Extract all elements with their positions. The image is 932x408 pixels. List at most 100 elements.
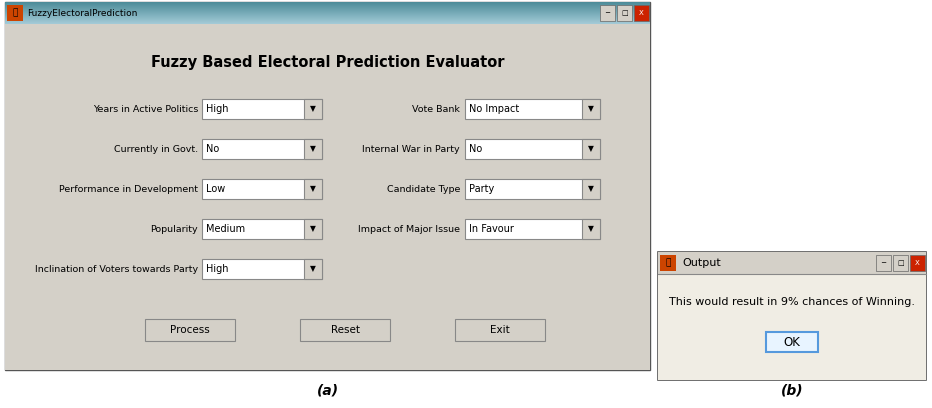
Text: In Favour: In Favour <box>469 224 514 234</box>
Bar <box>658 266 926 267</box>
Text: ▼: ▼ <box>588 184 594 193</box>
Text: ▼: ▼ <box>588 224 594 233</box>
Text: Internal War in Party: Internal War in Party <box>363 144 460 153</box>
Bar <box>304 139 322 159</box>
Bar <box>658 270 926 271</box>
Bar <box>465 99 600 119</box>
Text: Process: Process <box>171 325 210 335</box>
Text: 🔥: 🔥 <box>12 9 18 18</box>
Bar <box>202 99 322 119</box>
Bar <box>5 11 650 12</box>
Bar <box>202 219 322 239</box>
Text: This would result in 9% chances of Winning.: This would result in 9% chances of Winni… <box>669 297 915 307</box>
Bar <box>658 258 926 259</box>
Bar <box>660 255 676 271</box>
Bar <box>582 99 600 119</box>
Bar <box>5 21 650 22</box>
Bar <box>658 271 926 272</box>
Bar <box>658 261 926 262</box>
Bar <box>465 139 600 159</box>
Bar <box>658 253 926 254</box>
Bar <box>658 257 926 258</box>
Bar <box>5 7 650 8</box>
Text: Performance in Development: Performance in Development <box>59 184 198 193</box>
Bar <box>658 254 926 255</box>
Bar <box>5 10 650 11</box>
Bar <box>145 319 235 341</box>
Text: Medium: Medium <box>206 224 245 234</box>
Bar <box>5 18 650 19</box>
Bar <box>658 269 926 270</box>
Bar <box>658 272 926 273</box>
Bar <box>5 14 650 15</box>
Bar <box>582 179 600 199</box>
Bar <box>5 22 650 23</box>
Bar <box>5 6 650 7</box>
Text: No: No <box>206 144 219 154</box>
Text: No Impact: No Impact <box>469 104 519 114</box>
Bar <box>658 252 926 380</box>
Bar <box>658 255 926 256</box>
Bar <box>202 259 322 279</box>
Bar <box>658 273 926 274</box>
Text: ▼: ▼ <box>588 144 594 153</box>
Text: (b): (b) <box>781 383 803 397</box>
Bar <box>300 319 390 341</box>
Text: ▼: ▼ <box>310 264 316 273</box>
Text: High: High <box>206 264 228 274</box>
Text: ▼: ▼ <box>310 184 316 193</box>
Text: □: □ <box>622 10 628 16</box>
Bar <box>910 255 925 271</box>
Bar <box>5 16 650 17</box>
Bar <box>5 8 650 9</box>
Bar <box>465 219 600 239</box>
Bar <box>876 255 891 271</box>
Bar <box>455 319 545 341</box>
Text: ▼: ▼ <box>310 144 316 153</box>
Bar <box>304 99 322 119</box>
Bar <box>658 274 926 380</box>
Bar <box>766 332 818 352</box>
Text: ▼: ▼ <box>588 104 594 113</box>
Bar <box>5 15 650 16</box>
Text: Currently in Govt.: Currently in Govt. <box>114 144 198 153</box>
Bar <box>5 12 650 13</box>
Bar <box>658 267 926 268</box>
Bar <box>5 19 650 20</box>
Bar <box>658 252 926 274</box>
Bar <box>658 268 926 269</box>
Bar <box>658 259 926 260</box>
Text: □: □ <box>898 260 904 266</box>
Text: ─: ─ <box>882 260 885 266</box>
Bar <box>658 256 926 257</box>
Text: ▼: ▼ <box>310 224 316 233</box>
Bar <box>304 219 322 239</box>
Bar <box>658 263 926 264</box>
Bar <box>7 5 23 21</box>
Bar <box>5 20 650 21</box>
Bar <box>5 13 650 14</box>
Bar <box>658 264 926 265</box>
Bar <box>5 4 650 5</box>
Text: X: X <box>915 260 920 266</box>
Bar <box>600 5 615 21</box>
Bar <box>5 23 650 24</box>
Bar <box>5 2 650 3</box>
Text: Fuzzy Based Electoral Prediction Evaluator: Fuzzy Based Electoral Prediction Evaluat… <box>151 55 504 69</box>
Bar <box>202 179 322 199</box>
Bar <box>658 260 926 261</box>
Text: Exit: Exit <box>490 325 510 335</box>
Text: ─: ─ <box>606 10 610 16</box>
Bar <box>582 139 600 159</box>
Text: Vote Bank: Vote Bank <box>412 104 460 113</box>
Bar <box>582 219 600 239</box>
Text: Reset: Reset <box>331 325 360 335</box>
Bar <box>617 5 632 21</box>
Text: OK: OK <box>784 335 801 348</box>
Text: Impact of Major Issue: Impact of Major Issue <box>358 224 460 233</box>
Bar <box>465 179 600 199</box>
Text: Candidate Type: Candidate Type <box>387 184 460 193</box>
Text: Party: Party <box>469 184 494 194</box>
Text: Popularity: Popularity <box>150 224 198 233</box>
Text: 🔥: 🔥 <box>665 259 671 268</box>
